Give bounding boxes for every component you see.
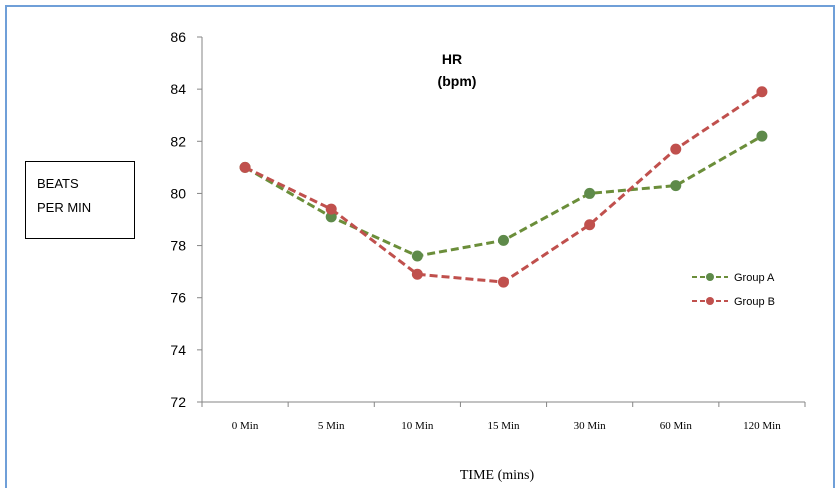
series-layer bbox=[239, 86, 768, 288]
data-point-group-b bbox=[498, 276, 509, 288]
axes: 72 74 76 78 80 82 84 86 0 Min 5 Min 10 Min 15 Min 30… bbox=[170, 29, 806, 432]
data-point-group-a bbox=[498, 234, 509, 246]
data-point-group-b bbox=[584, 219, 596, 231]
y-tick-label: 84 bbox=[170, 81, 186, 97]
y-axis-label-line-2: PER MIN bbox=[37, 200, 92, 215]
series-line-group-b bbox=[244, 90, 763, 284]
y-tick-label: 86 bbox=[170, 29, 186, 45]
x-tick-label: 60 Min bbox=[660, 420, 693, 432]
legend-label-group-a: Group A bbox=[734, 272, 775, 284]
y-tick-label: 80 bbox=[170, 185, 186, 201]
x-tick-label: 10 Min bbox=[401, 420, 434, 432]
chart-title-line-1: HR bbox=[442, 51, 462, 67]
y-tick-label: 74 bbox=[170, 342, 186, 358]
data-point-group-a bbox=[411, 250, 423, 262]
data-point-group-b bbox=[325, 203, 337, 215]
y-tick-label: 82 bbox=[170, 133, 186, 149]
data-point-group-a bbox=[584, 187, 596, 199]
chart-frame bbox=[5, 5, 835, 488]
chart-title-line-2: (bpm) bbox=[438, 73, 477, 89]
data-point-group-b bbox=[411, 268, 423, 280]
y-axis-label-line-1: BEATS bbox=[37, 176, 79, 191]
data-point-group-a bbox=[670, 180, 682, 192]
legend-marker-group-a bbox=[706, 273, 714, 281]
legend-label-group-b: Group B bbox=[734, 296, 775, 308]
x-tick-label: 15 Min bbox=[487, 420, 520, 432]
data-point-group-a bbox=[756, 130, 768, 142]
legend: Group A Group B bbox=[692, 272, 775, 308]
x-tick-label: 5 Min bbox=[318, 420, 345, 432]
x-axis-label: TIME (mins) bbox=[460, 468, 535, 483]
x-tick-label: 120 Min bbox=[743, 420, 781, 432]
data-point-group-b bbox=[239, 161, 251, 173]
x-tick-label: 0 Min bbox=[232, 420, 259, 432]
legend-marker-group-b bbox=[706, 297, 714, 305]
x-tick-label: 30 Min bbox=[574, 420, 607, 432]
y-tick-label: 72 bbox=[170, 394, 186, 410]
y-tick-label: 78 bbox=[170, 238, 186, 254]
data-point-group-b bbox=[756, 86, 768, 98]
y-axis-label-box: BEATS PER MIN bbox=[25, 161, 135, 239]
y-tick-label: 76 bbox=[170, 290, 186, 306]
data-point-group-b bbox=[670, 143, 682, 155]
